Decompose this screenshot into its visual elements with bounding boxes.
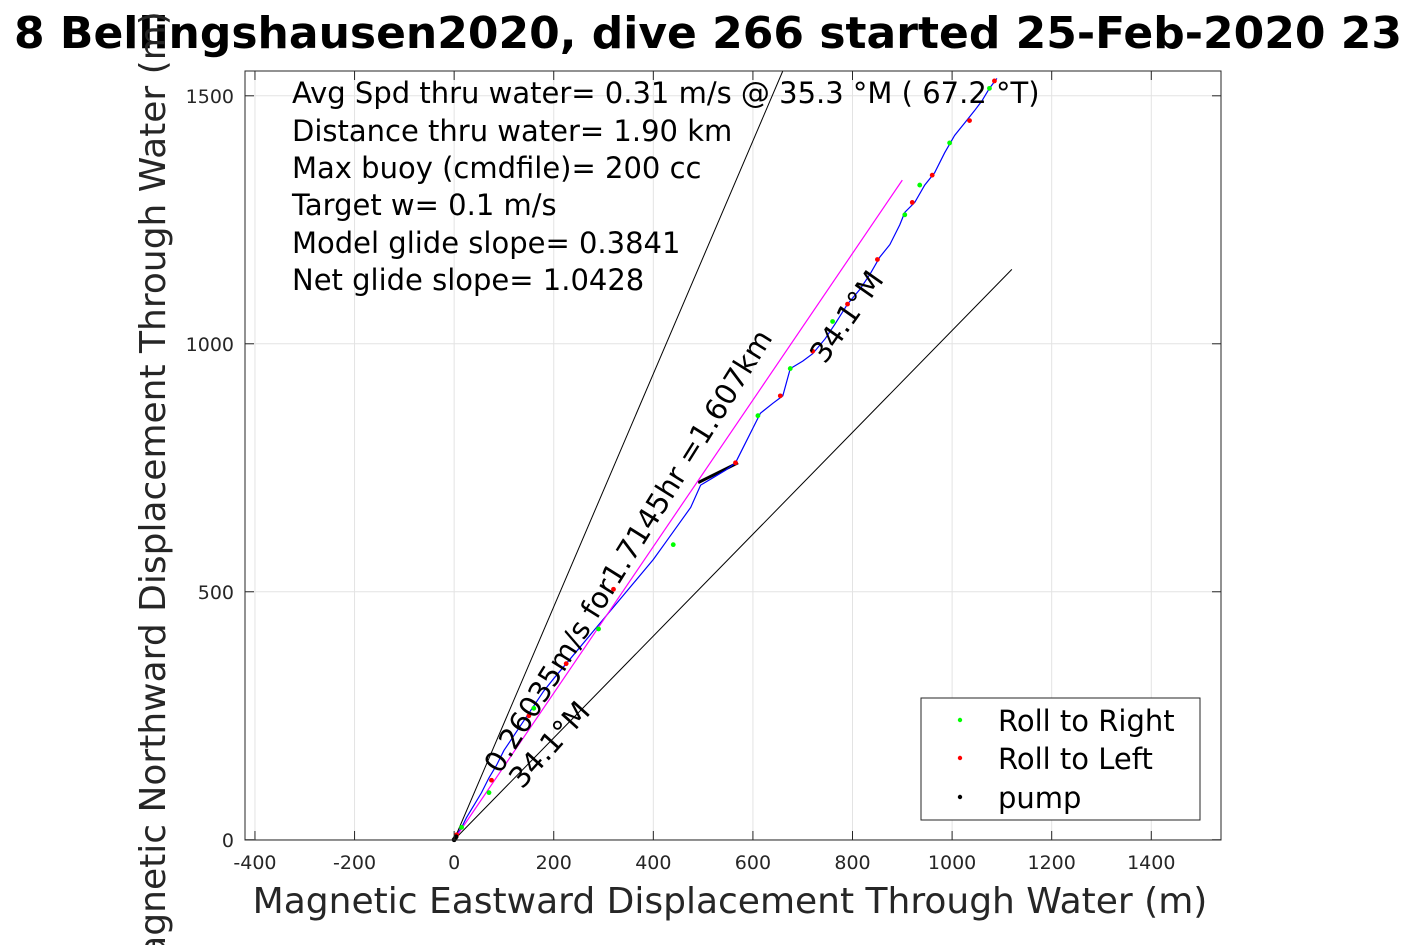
x-tick-label: 600 <box>735 852 771 874</box>
legend-roll-left-marker <box>957 755 963 761</box>
roll-left-point <box>992 78 997 84</box>
chart-title: 8 Bellingshausen2020, dive 266 started 2… <box>14 8 1402 59</box>
y-tick-label: 0 <box>222 830 234 852</box>
legend-box <box>920 697 1201 821</box>
annotation-target-w: Target w= 0.1 m/s <box>291 188 557 222</box>
marker-points <box>451 78 997 843</box>
legend-pump: pump <box>998 781 1081 815</box>
roll-left-point <box>526 713 532 719</box>
x-tick-label: 1000 <box>928 852 976 874</box>
roll-right-point <box>486 790 492 796</box>
annotation-distance: Distance thru water= 1.90 km <box>292 114 732 148</box>
legend-roll-right: Roll to Right <box>998 704 1175 738</box>
y-tick-label: 1500 <box>186 86 234 108</box>
roll-left-point <box>875 257 880 262</box>
roll-left-point <box>611 586 616 592</box>
roll-left-point <box>810 348 816 354</box>
x-tick-label: 200 <box>536 852 572 874</box>
series-line-glide <box>453 179 903 841</box>
tick-labels: -400 -200 0 200 400 600 800 1000 1200 1400 0 500 100… <box>186 86 1176 874</box>
y-tick-label: 1000 <box>186 334 234 356</box>
roll-left-point <box>909 200 915 205</box>
roll-right-point <box>902 212 908 218</box>
roll-left-point <box>563 661 569 667</box>
reference-line <box>453 70 784 840</box>
x-tick-label: 800 <box>834 852 870 874</box>
roll-right-point <box>596 626 601 632</box>
roll-left-point <box>929 172 935 178</box>
roll-left-point <box>777 393 783 399</box>
axes-box <box>244 70 1222 841</box>
reference-line <box>453 269 1013 841</box>
roll-right-point <box>987 85 992 91</box>
annotation-max-buoy: Max buoy (cmdfile)= 200 cc <box>292 151 701 185</box>
pump-point <box>453 834 459 840</box>
roll-right-point <box>917 182 923 188</box>
annotation-block: Avg Spd thru water= 0.31 m/s @ 35.3 °M (… <box>291 76 1040 297</box>
roll-left-point <box>967 118 972 123</box>
roll-left-point <box>845 301 850 307</box>
annotation-net-glide: Net glide slope= 1.0428 <box>292 263 644 297</box>
roll-right-point <box>787 366 793 371</box>
roll-left-point <box>733 460 738 466</box>
roll-left-point <box>489 777 494 783</box>
legend: Roll to Right Roll to Left pump <box>920 697 1201 821</box>
x-tick-label: 1200 <box>1028 852 1076 874</box>
roll-right-point <box>531 705 537 711</box>
tick-marks <box>245 71 1221 841</box>
annotation-model-glide: Model glide slope= 0.3841 <box>292 226 680 260</box>
roll-right-point <box>670 542 676 548</box>
x-tick-label: 0 <box>448 852 460 874</box>
legend-roll-left: Roll to Left <box>998 742 1153 776</box>
legend-roll-right-marker <box>957 717 963 723</box>
roll-right-point <box>459 824 465 830</box>
legend-pump-marker <box>957 794 963 800</box>
roll-right-point <box>947 140 953 146</box>
x-tick-label: -200 <box>333 852 376 874</box>
x-tick-label: 400 <box>635 852 671 874</box>
x-tick-label: -400 <box>233 852 276 874</box>
y-axis-label: Magnetic Northward Displacement Through … <box>133 11 174 945</box>
roll-right-point <box>755 413 761 419</box>
annotation-avg-speed: Avg Spd thru water= 0.31 m/s @ 35.3 °M (… <box>292 76 1040 110</box>
x-tick-label: 1400 <box>1127 852 1175 874</box>
x-axis-label: Magnetic Eastward Displacement Through W… <box>253 881 1208 922</box>
y-tick-label: 500 <box>198 582 234 604</box>
roll-right-point <box>830 319 835 324</box>
